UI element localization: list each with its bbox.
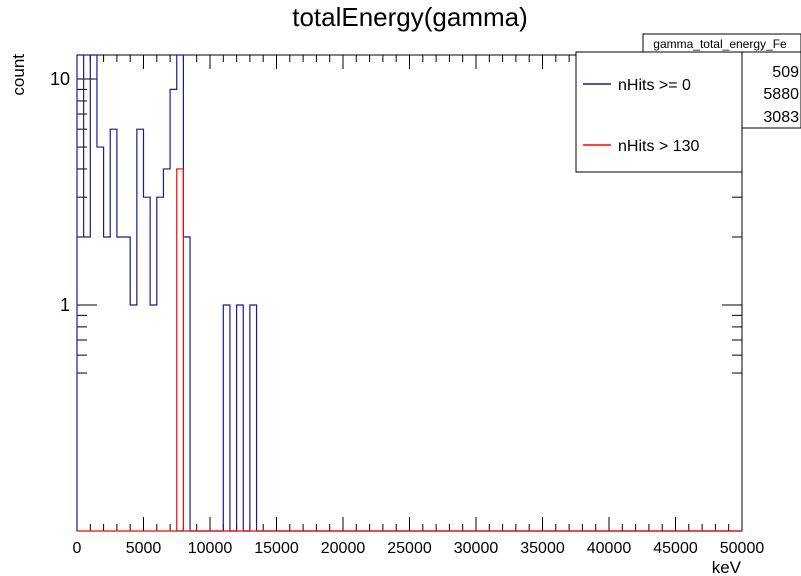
series-layer	[76, 54, 742, 532]
stats-value-stddev: 3083	[763, 109, 799, 126]
x-tick-label: 35000	[520, 540, 565, 557]
legend-label-nhits-gt-130: nHits > 130	[618, 138, 699, 155]
x-tick-label: 20000	[321, 540, 366, 557]
x-tick-label: 0	[73, 540, 82, 557]
series-outline-1	[77, 168, 742, 532]
x-tick-label: 45000	[653, 540, 698, 557]
x-tick-label: 5000	[126, 540, 162, 557]
x-tick-label: 30000	[454, 540, 499, 557]
stats-value-mean: 5880	[763, 86, 799, 103]
x-tick-label: 40000	[587, 540, 632, 557]
legend-frame	[575, 51, 743, 173]
x-tick-label: 10000	[188, 540, 233, 557]
y-tick-label: 1	[60, 295, 70, 315]
stats-value-entries: 509	[772, 64, 799, 81]
x-tick-label: 25000	[387, 540, 432, 557]
y-tick-label: 10	[50, 69, 70, 89]
x-tick-label: 15000	[254, 540, 299, 557]
x-tick-label: 50000	[720, 540, 765, 557]
legend: nHits >= 0 nHits > 130	[575, 51, 743, 173]
y-axis-label: count	[9, 54, 28, 96]
legend-label-nhits-ge-0: nHits >= 0	[618, 77, 691, 94]
stats-box-title: gamma_total_energy_Fe	[653, 37, 787, 51]
chart-title: totalEnergy(gamma)	[292, 2, 528, 32]
x-axis-ticks: 0 5000 10000 15000 20000 25000 30000 35000 40000…	[73, 55, 765, 557]
stats-box: gamma_total_energy_Fe 509 5880 3083	[642, 33, 801, 129]
x-axis-label: keV	[712, 558, 742, 576]
